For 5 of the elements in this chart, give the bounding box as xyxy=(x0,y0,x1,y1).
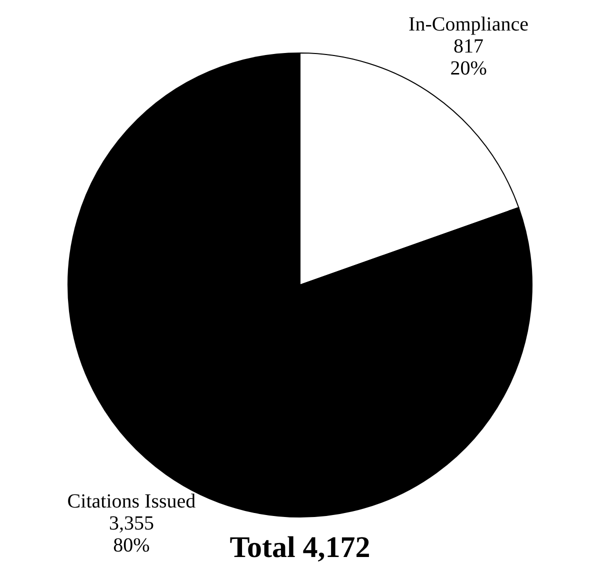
slice-label: In-Compliance xyxy=(408,14,529,36)
data-label: 3,355 80% xyxy=(108,512,154,556)
data-label: 817 20% xyxy=(450,36,487,80)
slice-label: Citations Issued xyxy=(67,490,196,512)
text: Total 4,172 xyxy=(230,531,370,564)
